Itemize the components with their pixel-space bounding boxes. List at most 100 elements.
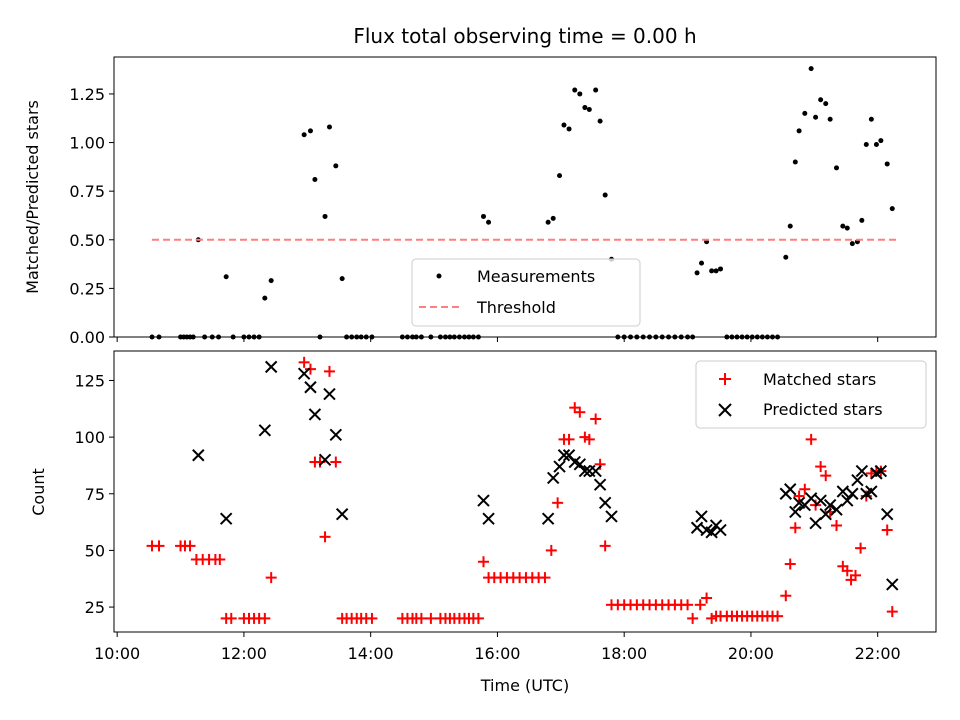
matched-stars-point: [319, 531, 331, 543]
predicted-stars-point: [192, 449, 205, 462]
predicted-stars-point: [714, 523, 727, 537]
matched-stars-point: [799, 483, 811, 495]
predicted-stars-point: [819, 507, 832, 521]
matched-stars-point: [214, 553, 226, 565]
x-tick-label: 22:00: [855, 644, 901, 663]
measurements-point: [884, 161, 890, 167]
predicted-stars-point: [804, 492, 818, 505]
matched-stars-point: [552, 497, 564, 509]
measurements-point: [339, 276, 345, 282]
matched-stars-point: [298, 356, 310, 368]
matched-stars-point: [153, 540, 165, 552]
predicted-stars-point: [477, 494, 490, 507]
measurements-point: [268, 278, 274, 284]
measurements-point: [262, 295, 268, 301]
measurements-point: [802, 110, 808, 116]
measurements-point: [322, 213, 328, 219]
measurements-point: [586, 107, 592, 112]
predicted-stars-point: [851, 473, 864, 487]
measurements-point: [582, 105, 588, 111]
matched-stars-point: [687, 612, 699, 624]
predicted-stars-point: [823, 498, 837, 512]
bottom-legend-predicted-marker: [718, 403, 732, 417]
measurements-point: [792, 159, 798, 165]
matched-stars-point: [225, 612, 237, 624]
measurements-point: [813, 114, 819, 120]
matched-stars-point: [415, 612, 427, 624]
measurements-point: [840, 223, 846, 229]
y-tick-label: 50: [85, 541, 105, 560]
y-tick-label: 1.25: [69, 85, 105, 104]
predicted-stars-point: [308, 408, 322, 421]
matched-stars-point: [184, 540, 196, 552]
predicted-stars-point: [557, 449, 571, 462]
measurements-point: [868, 116, 874, 122]
predicted-stars-point: [880, 507, 894, 521]
predicted-stars-point: [705, 526, 718, 539]
measurements-point: [889, 206, 895, 212]
predicted-stars-point: [814, 494, 827, 507]
measurements-point: [312, 177, 318, 182]
predicted-stars-point: [695, 510, 708, 523]
x-tick-label: 18:00: [601, 644, 647, 663]
measurements-point: [796, 128, 802, 134]
predicted-stars-point: [323, 387, 336, 401]
y-tick-label: 1.00: [69, 134, 105, 153]
measurements-point: [713, 268, 719, 274]
chart-title: Flux total observing time = 0.00 h: [353, 24, 696, 48]
matched-stars-point: [772, 610, 784, 622]
matched-stars-point: [425, 612, 437, 624]
x-axis-label: Time (UTC): [480, 676, 569, 695]
predicted-stars-point: [855, 464, 869, 478]
matched-stars-point: [590, 413, 602, 425]
matched-stars-point: [599, 540, 611, 552]
y-tick-label: 125: [74, 371, 105, 390]
matched-stars-point: [323, 365, 335, 377]
measurements-point: [783, 254, 789, 260]
measurements-point: [602, 192, 608, 198]
measurements-point: [833, 165, 839, 171]
matched-stars-point: [304, 363, 316, 375]
predicted-stars-point: [546, 471, 560, 485]
measurements-point: [808, 66, 814, 72]
measurements-point: [593, 87, 599, 93]
measurements-point: [827, 116, 833, 122]
predicted-stars-point: [578, 464, 592, 478]
measurements-point: [572, 87, 578, 93]
measurements-point: [550, 215, 556, 221]
matched-stars-point: [820, 470, 832, 482]
predicted-stars-point: [589, 464, 602, 478]
measurements-point: [699, 260, 705, 266]
measurements-point: [545, 219, 551, 225]
measurements-point: [818, 97, 824, 103]
predicted-stars-point: [874, 464, 888, 478]
y-tick-label: 100: [74, 428, 105, 447]
y-tick-label: 75: [85, 485, 105, 504]
measurements-point: [480, 213, 486, 219]
y-tick-label: 0.75: [69, 182, 105, 201]
x-tick-label: 12:00: [221, 644, 267, 663]
predicted-stars-point: [598, 496, 612, 510]
measurements-point: [566, 126, 572, 132]
matched-stars-point: [563, 433, 575, 445]
matched-stars-point: [477, 556, 489, 568]
predicted-stars-point: [304, 381, 317, 394]
y-tick-label: 0.25: [69, 279, 105, 298]
bottom-plot-frame: [113, 350, 937, 633]
predicted-stars-point: [784, 483, 797, 496]
matched-stars-point: [881, 524, 893, 536]
x-tick-label: 10:00: [94, 644, 140, 663]
matched-stars-point: [793, 490, 805, 502]
predicted-stars-point: [553, 460, 566, 473]
bottom-legend-predicted-label: Predicted stars: [763, 400, 883, 419]
predicted-stars-point: [335, 507, 349, 521]
predicted-stars-point: [830, 503, 843, 516]
top-y-axis-label: Matched/Predicted stars: [23, 100, 42, 294]
measurements-point: [577, 91, 583, 97]
matched-stars-point: [545, 544, 557, 556]
measurements-point: [787, 223, 793, 229]
measurements-point: [718, 266, 724, 272]
bottom-legend-matched-label: Matched stars: [763, 370, 876, 389]
bottom-y-axis-label: Count: [29, 468, 48, 516]
matched-stars-point: [850, 569, 862, 581]
